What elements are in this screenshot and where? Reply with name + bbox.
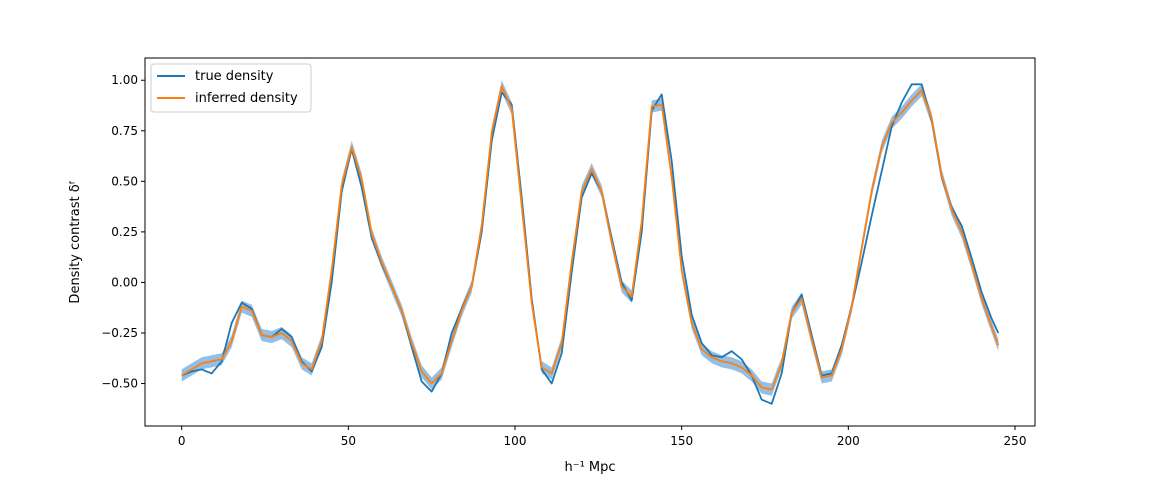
x-axis-label: h⁻¹ Mpc xyxy=(564,460,615,475)
x-tick-label: 0 xyxy=(178,434,186,448)
y-tick-label: −0.25 xyxy=(101,326,138,340)
x-tick-label: 100 xyxy=(504,434,527,448)
series-lines-layer xyxy=(181,83,1000,405)
inferred-density-band xyxy=(181,80,999,396)
x-tick-label: 250 xyxy=(1004,434,1027,448)
legend: true density inferred density xyxy=(150,63,312,113)
y-tick-label: 0.00 xyxy=(111,275,138,289)
y-tick-label: 0.50 xyxy=(111,174,138,188)
y-tick-label: 1.00 xyxy=(111,73,138,87)
legend-label-true-density: true density xyxy=(195,69,274,84)
x-axis: 0 50 100 150 200 250 xyxy=(178,426,1027,448)
y-tick-label: 0.25 xyxy=(111,225,138,239)
legend-label-inferred-density: inferred density xyxy=(195,91,298,106)
x-tick-label: 50 xyxy=(341,434,356,448)
x-tick-label: 150 xyxy=(670,434,693,448)
legend-box xyxy=(150,63,312,113)
true-density-line xyxy=(181,83,1000,405)
uncertainty-band-layer xyxy=(181,80,999,396)
y-axis: −0.50 −0.25 0.00 0.25 0.50 0.75 1.00 xyxy=(101,73,145,391)
inferred-density-line xyxy=(181,85,1000,391)
y-tick-label: −0.50 xyxy=(101,377,138,391)
plot-frame xyxy=(144,57,1036,427)
x-tick-label: 200 xyxy=(837,434,860,448)
y-axis-label: Density contrast δᶠ xyxy=(68,180,83,303)
y-tick-label: 0.75 xyxy=(111,124,138,138)
